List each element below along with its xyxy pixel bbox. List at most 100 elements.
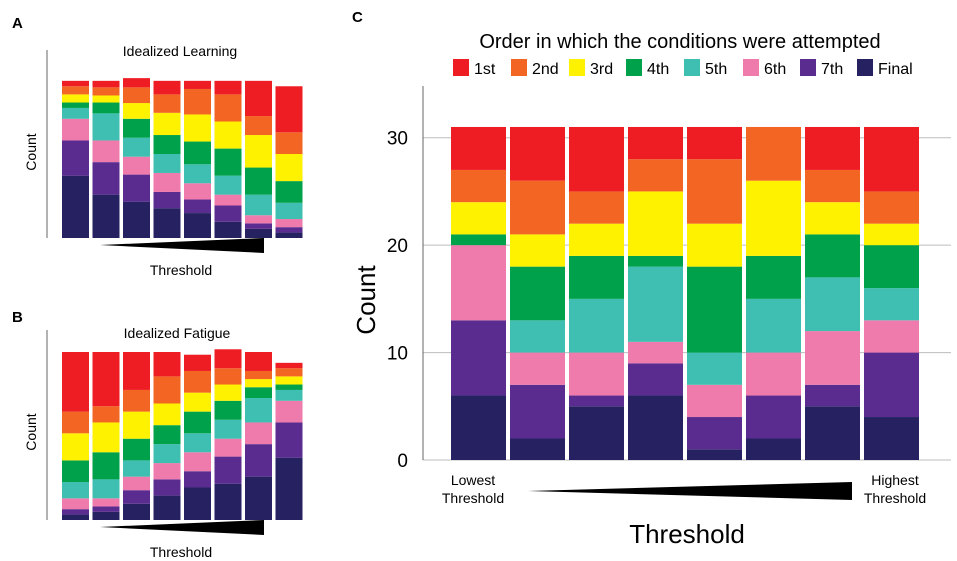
bar-segment-b-1-6th: [62, 498, 89, 510]
bar-segment-b-5-5th: [184, 433, 211, 453]
bar-segment-c-1-4th: [451, 234, 506, 246]
bar-segment-b-8-final: [275, 457, 303, 520]
bar-segment-a-2-3rd: [92, 95, 120, 103]
bar-segment-b-7-6th: [245, 422, 272, 445]
bar-segment-a-5-final: [184, 213, 211, 238]
bar-segment-b-6-2nd: [214, 368, 242, 385]
bar-segment-b-5-6th: [184, 452, 211, 472]
bar-segment-b-5-final: [184, 487, 211, 520]
bar-segment-c-3-6th: [569, 352, 624, 396]
bar-segment-b-2-2nd: [92, 406, 120, 423]
bar-segment-b-2-3rd: [92, 422, 120, 453]
bar-segment-a-7-2nd: [245, 116, 272, 136]
legend-swatch-2nd: [511, 59, 527, 76]
bar-segment-b-5-7th: [184, 471, 211, 488]
bar-segment-b-6-final: [214, 483, 242, 520]
bar-segment-a-1-5th: [62, 107, 89, 119]
bar-segment-b-1-4th: [62, 460, 89, 483]
bar-segment-a-8-7th: [275, 227, 303, 233]
bar-segment-c-5-2nd: [687, 159, 742, 224]
bar-segment-a-8-1st: [275, 86, 303, 133]
lowest-label-line1: Lowest: [451, 472, 495, 488]
bar-segment-c-4-7th: [628, 363, 683, 396]
bar-segment-a-1-3rd: [62, 94, 89, 103]
panel-a-x-label: Threshold: [150, 262, 212, 278]
bar-segment-a-4-4th: [153, 135, 181, 154]
bar-segment-b-5-4th: [184, 411, 211, 434]
bar-segment-b-8-7th: [275, 422, 303, 458]
lowest-label-line2: Threshold: [442, 490, 504, 506]
bar-segment-b-1-3rd: [62, 433, 89, 461]
bar-segment-c-5-3rd: [687, 223, 742, 267]
panel-letter-c: C: [352, 9, 363, 26]
bar-segment-b-3-7th: [123, 490, 150, 504]
bar-segment-c-2-7th: [510, 384, 565, 439]
bar-segment-a-8-6th: [275, 219, 303, 228]
bar-segment-c-7-4th: [805, 234, 860, 278]
legend-swatch-4th: [626, 59, 642, 76]
bar-segment-c-8-7th: [864, 352, 919, 418]
panel-a-threshold-wedge: [100, 238, 264, 253]
bar-segment-c-2-3rd: [510, 234, 565, 267]
panel-b-x-label: Threshold: [150, 544, 212, 560]
bar-segment-b-2-4th: [92, 452, 120, 480]
bar-segment-a-4-1st: [153, 80, 181, 95]
bar-segment-a-3-4th: [123, 118, 150, 138]
bar-segment-a-2-7th: [92, 162, 120, 195]
bar-segment-a-2-6th: [92, 140, 120, 163]
bar-segment-c-2-final: [510, 438, 565, 460]
bar-segment-a-8-final: [275, 232, 303, 238]
bar-segment-b-7-1st: [245, 352, 272, 371]
legend-label-2nd: 2nd: [532, 61, 559, 78]
bar-segment-c-7-6th: [805, 331, 860, 385]
bar-segment-c-8-5th: [864, 288, 919, 321]
bar-segment-b-1-1st: [62, 352, 89, 412]
panel-b-y-label: Count: [23, 413, 39, 450]
panel-c-bars: [451, 126, 919, 460]
bar-segment-a-5-7th: [184, 199, 211, 214]
panel-c-y-ticks: 0 10 20 30: [387, 129, 408, 472]
bar-segment-b-8-5th: [275, 389, 303, 401]
bar-segment-b-8-4th: [275, 384, 303, 390]
bar-segment-a-3-final: [123, 201, 150, 238]
bar-segment-a-2-1st: [92, 80, 120, 88]
bar-segment-b-5-3rd: [184, 392, 211, 412]
bar-segment-a-8-4th: [275, 181, 303, 203]
bar-segment-a-4-2nd: [153, 94, 181, 113]
bar-segment-b-6-3rd: [214, 384, 242, 401]
bar-segment-a-5-6th: [184, 183, 211, 200]
bar-segment-b-4-1st: [153, 352, 181, 377]
legend-swatch-final: [857, 59, 873, 76]
bar-segment-c-2-4th: [510, 266, 565, 321]
bar-segment-c-1-final: [451, 395, 506, 460]
bar-segment-a-7-7th: [245, 223, 272, 229]
bar-segment-b-1-7th: [62, 509, 89, 515]
bar-segment-c-3-7th: [569, 395, 624, 407]
panel-c-legend: 1st 2nd 3rd 4th 5th 6th 7th Final: [453, 59, 913, 78]
bar-segment-c-2-6th: [510, 352, 565, 385]
bar-segment-b-8-3rd: [275, 376, 303, 385]
bar-segment-a-8-3rd: [275, 154, 303, 182]
bar-segment-a-3-1st: [123, 78, 150, 88]
bar-segment-b-4-5th: [153, 444, 181, 464]
bar-segment-c-7-3rd: [805, 202, 860, 235]
legend-swatch-3rd: [569, 59, 585, 76]
bar-segment-b-7-2nd: [245, 370, 272, 380]
bar-segment-c-5-7th: [687, 417, 742, 450]
bar-segment-b-2-final: [92, 511, 120, 520]
bar-segment-a-3-7th: [123, 174, 150, 202]
bar-segment-c-3-2nd: [569, 191, 624, 224]
bar-segment-a-3-5th: [123, 137, 150, 157]
panel-c-y-label: Count: [351, 265, 381, 335]
bar-segment-c-8-final: [864, 417, 919, 460]
legend-label-1st: 1st: [474, 61, 496, 78]
bar-segment-c-5-4th: [687, 266, 742, 353]
bar-segment-b-2-6th: [92, 498, 120, 507]
bar-segment-b-7-3rd: [245, 379, 272, 388]
bar-segment-c-1-3rd: [451, 202, 506, 235]
legend-label-5th: 5th: [705, 61, 727, 78]
bar-segment-a-6-2nd: [214, 94, 242, 122]
bar-segment-a-7-6th: [245, 215, 272, 224]
bar-segment-a-1-6th: [62, 118, 89, 141]
bar-segment-b-7-4th: [245, 387, 272, 399]
